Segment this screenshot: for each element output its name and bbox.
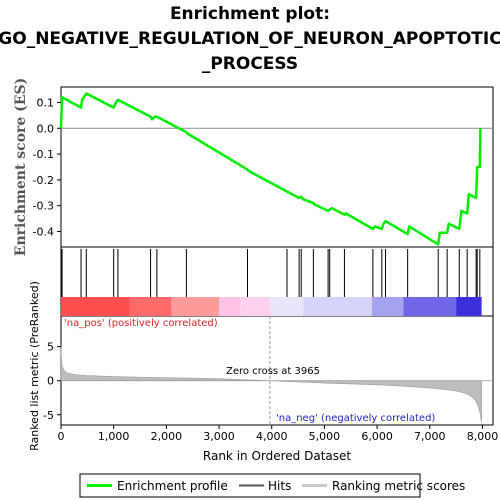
es-y-tick-label-4: -0.3 xyxy=(33,200,54,213)
heat-bar-segment-0 xyxy=(61,297,130,316)
correlation-heat-bar xyxy=(61,297,482,316)
annotation-positive: 'na_pos' (positively correlated) xyxy=(64,318,218,329)
x-axis-label: Rank in Ordered Dataset xyxy=(203,449,351,463)
heat-bar-segment-6 xyxy=(303,297,372,316)
es-y-tick-label-5: -0.4 xyxy=(33,226,54,239)
chart-title-line-1: Enrichment plot: xyxy=(170,4,330,24)
es-y-tick-label-1: 0.0 xyxy=(37,122,55,135)
heat-bar-segment-7 xyxy=(371,297,404,316)
x-tick-label-0: 0 xyxy=(58,430,65,443)
ranking-metric-profile xyxy=(60,346,482,422)
x-tick-label-5: 5,000 xyxy=(309,430,341,443)
legend-label-enrichment-profile: Enrichment profile xyxy=(117,479,228,493)
hit-marks xyxy=(61,249,481,297)
legend: Enrichment profile Hits Ranking metric s… xyxy=(79,473,465,498)
ranking-metric-area xyxy=(60,316,493,425)
heat-bar-segment-9 xyxy=(456,297,482,316)
x-tick-label-3: 3,000 xyxy=(203,430,235,443)
rank-y-tick-label-2: -5 xyxy=(43,409,54,422)
heat-bar-segment-3 xyxy=(219,297,241,316)
es-y-tick-label-2: -0.1 xyxy=(33,148,54,161)
heat-bar-segment-4 xyxy=(240,297,270,316)
es-line-group xyxy=(59,92,482,246)
x-tick-label-7: 7,000 xyxy=(414,430,446,443)
chart-title-line-2: GO_NEGATIVE_REGULATION_OF_NEURON_APOPTOT… xyxy=(0,29,500,49)
rank-y-tick-label-1: 0 xyxy=(47,375,54,388)
es-y-tick-label-0: 0.1 xyxy=(37,96,55,109)
legend-label-ranking-metric: Ranking metric scores xyxy=(332,479,465,493)
heat-bar-segment-1 xyxy=(129,297,172,316)
legend-label-hits: Hits xyxy=(268,479,291,493)
rank-y-axis: 5 0 -5 xyxy=(43,341,61,422)
es-y-axis: 0.1 0.0 -0.1 -0.2 -0.3 -0.4 xyxy=(33,96,61,239)
heat-bar-segment-5 xyxy=(269,297,304,316)
chart-title-line-3: _PROCESS xyxy=(202,54,298,74)
es-panel xyxy=(60,86,494,248)
x-tick-label-4: 4,000 xyxy=(256,430,288,443)
x-tick-label-2: 2,000 xyxy=(151,430,183,443)
es-y-axis-label: Enrichment score (ES) xyxy=(13,78,29,256)
x-tick-label-6: 6,000 xyxy=(361,430,393,443)
annotation-negative: 'na_neg' (negatively correlated) xyxy=(276,413,435,424)
x-axis: 0 1,000 2,000 3,000 4,000 5,000 6,000 7,000 8,00… xyxy=(58,425,499,443)
rank-y-axis-label: Ranked list metric (PreRanked) xyxy=(28,281,41,451)
heat-bar-segment-2 xyxy=(171,297,220,316)
annotation-zero-cross: Zero cross at 3965 xyxy=(226,366,320,377)
enrichment-profile-line xyxy=(59,92,482,246)
heat-bar-segment-8 xyxy=(403,297,457,316)
x-tick-label-1: 1,000 xyxy=(98,430,130,443)
rank-y-tick-label-0: 5 xyxy=(47,341,54,354)
es-y-tick-label-3: -0.2 xyxy=(33,174,54,187)
x-tick-label-8: 8,000 xyxy=(467,430,499,443)
rank-metric-panel xyxy=(60,315,494,426)
